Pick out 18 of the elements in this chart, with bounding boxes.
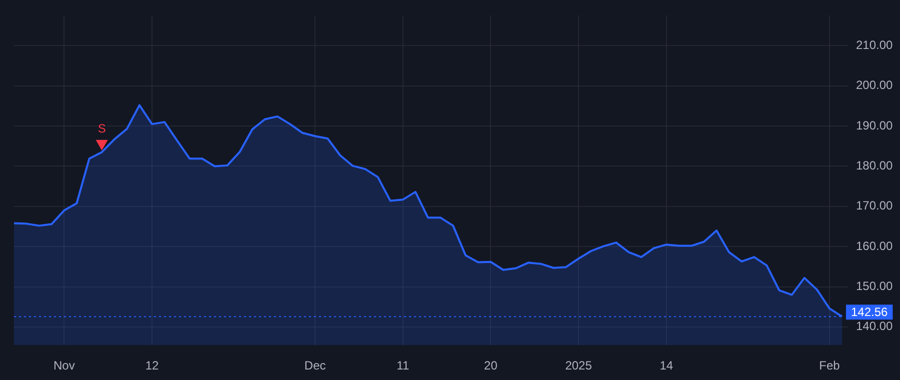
- x-tick-label: 20: [484, 358, 498, 373]
- y-tick-label: 150.00: [856, 279, 894, 294]
- y-tick-label: 200.00: [856, 78, 894, 92]
- y-tick-label: 170.00: [856, 198, 894, 213]
- series-label: S: [98, 122, 106, 136]
- y-tick-label: 180.00: [856, 158, 894, 173]
- x-tick-label: Feb: [819, 358, 840, 373]
- y-tick-label: 210.00: [856, 38, 894, 52]
- y-tick-label: 160.00: [856, 238, 894, 253]
- x-tick-label: Nov: [54, 358, 75, 373]
- y-tick-label: 190.00: [856, 118, 894, 132]
- x-tick-label: 11: [396, 358, 410, 373]
- x-tick-label: 14: [660, 358, 674, 373]
- ref-line-label: 142.56: [851, 304, 888, 319]
- x-tick-label: Dec: [304, 358, 326, 373]
- y-tick-label: 140.00: [856, 319, 894, 334]
- x-tick-label: 2025: [565, 358, 592, 373]
- x-tick-label: 12: [145, 358, 159, 373]
